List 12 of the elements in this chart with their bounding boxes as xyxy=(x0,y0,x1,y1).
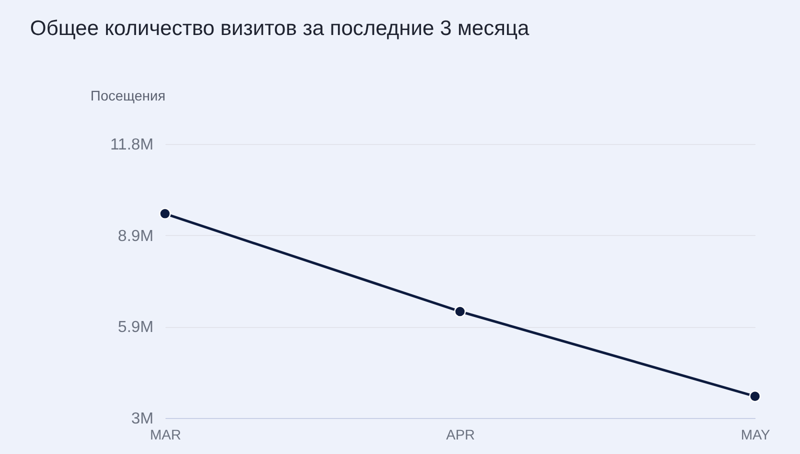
y-axis-title: Посещения xyxy=(90,88,166,104)
y-tick-label: 5.9M xyxy=(118,319,154,336)
x-tick-label: MAY xyxy=(740,426,771,442)
y-tick-label: 3M xyxy=(131,410,154,428)
y-tick-label: 8.9M xyxy=(118,228,154,245)
x-tick-label: APR xyxy=(446,426,475,442)
y-tick-label: 11.8M xyxy=(110,136,154,154)
point xyxy=(749,390,761,402)
x-tick-label: MAR xyxy=(150,426,182,442)
point xyxy=(159,208,171,220)
chart-title: Общее количество визитов за последние 3 месяца xyxy=(30,17,530,40)
point xyxy=(454,306,466,318)
